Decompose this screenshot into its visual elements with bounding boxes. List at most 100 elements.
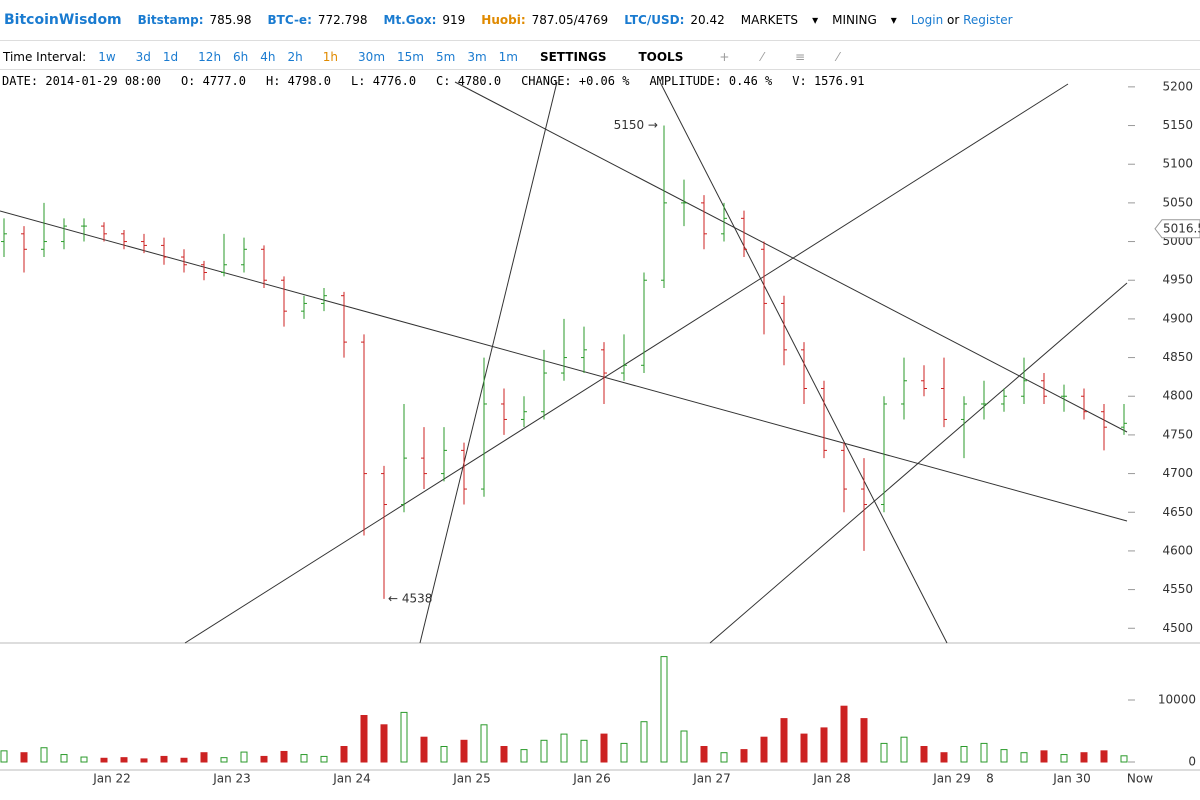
interval[interactable]: 30m	[358, 50, 386, 64]
volume-bar	[1120, 755, 1128, 763]
y-tick-label: 4700	[1162, 466, 1193, 480]
volume-bar	[140, 758, 148, 763]
interval[interactable]: 15m	[397, 50, 424, 64]
volume-bar	[240, 751, 248, 763]
interval[interactable]: 3d	[135, 50, 151, 64]
volume-bar	[980, 742, 988, 763]
ticker-name[interactable]: Huobi:	[481, 13, 526, 27]
draw-tools[interactable]: + ⁄ ≡ ⁄	[719, 50, 853, 64]
ticker-name[interactable]: Bitstamp:	[137, 13, 204, 27]
menu[interactable]: MARKETS	[740, 13, 799, 27]
volume-bar	[120, 757, 128, 763]
volume-bar	[900, 736, 908, 763]
volume-bar	[1040, 750, 1048, 763]
ticker-value: 20.42	[690, 13, 725, 27]
v-tick-label: 0	[1188, 755, 1196, 769]
volume-bar	[80, 756, 88, 763]
register[interactable]: Register	[963, 13, 1013, 27]
info-item: C: 4780.0	[436, 74, 502, 88]
interval[interactable]: 5m	[435, 50, 456, 64]
ticker-value: 785.98	[209, 13, 252, 27]
volume-bar	[1080, 752, 1088, 763]
volume-bar	[660, 656, 668, 763]
price-tag	[1154, 219, 1200, 239]
or: or	[947, 13, 960, 27]
cursor-label: 8	[986, 772, 994, 786]
y-tick-label: 4850	[1162, 350, 1193, 364]
volume-bar	[840, 705, 848, 763]
interval[interactable]: 1w	[98, 50, 116, 64]
brand[interactable]: BitcoinWisdom	[4, 12, 122, 28]
v-tick-label: 10000	[1158, 693, 1196, 707]
y-tick-label: 5150	[1162, 118, 1193, 132]
y-tick-label: 5050	[1162, 195, 1193, 209]
ticker-name[interactable]: BTC-e:	[267, 13, 312, 27]
x-tick-label: Jan 24	[332, 772, 371, 786]
y-tick-label: 4950	[1162, 273, 1193, 287]
ticker-value: 787.05/4769	[531, 13, 609, 27]
volume-bar	[1020, 752, 1028, 763]
volume-bar	[540, 739, 548, 763]
volume-bar	[600, 733, 608, 763]
volume-bar	[580, 739, 588, 763]
volume-bar	[340, 746, 348, 763]
y-tick-label: 4750	[1162, 427, 1193, 441]
info-item: O: 4777.0	[180, 74, 246, 88]
volume-bar	[420, 736, 428, 763]
menu[interactable]: MINING	[832, 13, 877, 27]
volume-bar	[620, 742, 628, 763]
info-item: CHANGE: +0.06 %	[521, 74, 630, 88]
y-tick-label: 4800	[1162, 389, 1193, 403]
interval[interactable]: 4h	[260, 50, 276, 64]
volume-bar	[920, 746, 928, 763]
info-item: H: 4798.0	[265, 74, 332, 88]
interval[interactable]: 12h	[198, 50, 222, 64]
volume-bar	[800, 733, 808, 763]
x-tick-label: Jan 22	[92, 772, 131, 786]
y-tick-label: 4650	[1162, 505, 1193, 519]
volume-bar	[40, 747, 48, 763]
y-tick-label: 5100	[1162, 157, 1193, 171]
volume-bar	[260, 755, 268, 763]
volume-bar	[1000, 749, 1008, 763]
y-tick-label: 4500	[1162, 621, 1193, 635]
volume-bar	[460, 739, 468, 763]
interval[interactable]: 3m	[467, 50, 487, 64]
ticker-name[interactable]: Mt.Gox:	[383, 13, 437, 27]
low-note: ← 4538	[388, 591, 432, 605]
info-item: AMPLITUDE: 0.46 %	[649, 74, 773, 88]
y-tick-label: 4550	[1162, 582, 1193, 596]
interval[interactable]: 1h	[322, 50, 339, 64]
toolbar: Time Interval: 1w 3d 1d 12h 6h 4h 2h 1h 30m 15m 5m…	[0, 45, 1200, 70]
volume-bar	[740, 749, 748, 763]
high-note: 5150 →	[614, 118, 658, 132]
volume-bar	[960, 746, 968, 763]
trend-line	[184, 83, 1069, 644]
volume-bar	[760, 736, 768, 763]
volume-bar	[160, 755, 168, 763]
volume-bar	[320, 755, 328, 763]
volume-bar	[220, 757, 228, 763]
volume-bar	[280, 750, 288, 763]
ticker-value: 919	[442, 13, 466, 27]
info-bar: DATE: 2014-01-29 08:00 O: 4777.0 H: 4798.0…	[2, 74, 865, 88]
login[interactable]: Login	[910, 13, 944, 27]
interval[interactable]: 1m	[498, 50, 518, 64]
price-tag-label: 5016.5	[1163, 221, 1200, 235]
volume-bar	[500, 746, 508, 763]
settings[interactable]: SETTINGS	[539, 50, 607, 64]
volume-bar	[480, 724, 488, 763]
ticker-name[interactable]: LTC/USD:	[624, 13, 685, 27]
interval[interactable]: 1d	[162, 50, 179, 64]
x-tick-label: Jan 25	[452, 772, 491, 786]
interval[interactable]: 6h	[233, 50, 249, 64]
info-item: DATE: 2014-01-29 08:00	[2, 74, 161, 88]
volume-bar	[360, 715, 368, 763]
tools[interactable]: TOOLS	[638, 50, 684, 64]
volume-bar	[520, 749, 528, 763]
volume-bar	[1060, 754, 1068, 763]
toolbar-label: Time Interval:	[3, 50, 87, 64]
interval[interactable]: 2h	[287, 50, 303, 64]
